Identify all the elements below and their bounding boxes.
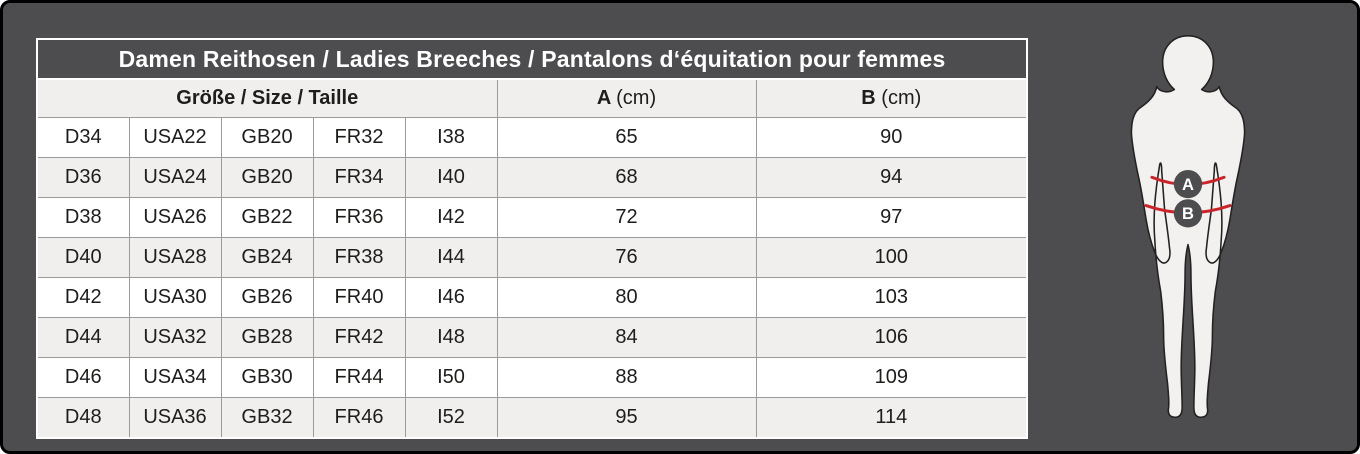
column-a-label: A xyxy=(596,87,611,109)
cell-i: I38 xyxy=(404,117,498,158)
cell-a: 95 xyxy=(496,397,757,439)
cell-fr: FR46 xyxy=(312,397,406,439)
measurement-figure: A B xyxy=(1088,28,1288,428)
cell-fr: FR38 xyxy=(312,237,406,278)
cell-a: 88 xyxy=(496,357,757,398)
column-a-unit: (cm) xyxy=(616,87,657,109)
cell-i: I46 xyxy=(404,277,498,318)
table-row: D40 USA28 GB24 FR38 I44 76 100 xyxy=(36,237,1028,278)
cell-b: 90 xyxy=(755,117,1028,158)
cell-gb: GB32 xyxy=(220,397,314,439)
marker-b-badge xyxy=(1173,199,1203,228)
cell-b: 106 xyxy=(755,317,1028,358)
cell-d: D34 xyxy=(36,117,130,158)
chart-title: Damen Reithosen / Ladies Breeches / Pant… xyxy=(35,38,1029,80)
cell-b: 97 xyxy=(755,197,1028,238)
cell-fr: FR36 xyxy=(312,197,406,238)
marker-a-badge xyxy=(1173,169,1203,199)
marker-b-label: B xyxy=(1182,204,1194,223)
cell-d: D38 xyxy=(36,197,130,238)
cell-gb: GB20 xyxy=(220,157,314,198)
size-chart-table: Damen Reithosen / Ladies Breeches / Pant… xyxy=(35,38,1029,439)
table-row: D38 USA26 GB22 FR36 I42 72 97 xyxy=(36,197,1028,238)
cell-b: 109 xyxy=(755,357,1028,398)
size-header: Größe / Size / Taille xyxy=(36,78,498,118)
cell-usa: USA26 xyxy=(128,197,222,238)
cell-a: 76 xyxy=(496,237,757,278)
cell-gb: GB28 xyxy=(220,317,314,358)
table-row: D42 USA30 GB26 FR40 I46 80 103 xyxy=(36,277,1028,318)
marker-a-label: A xyxy=(1182,175,1194,194)
cell-b: 114 xyxy=(755,397,1028,439)
column-header-b: B (cm) xyxy=(755,78,1028,118)
column-b-unit: (cm) xyxy=(881,87,922,109)
cell-d: D42 xyxy=(36,277,130,318)
cell-usa: USA30 xyxy=(128,277,222,318)
cell-a: 68 xyxy=(496,157,757,198)
cell-gb: GB30 xyxy=(220,357,314,398)
cell-fr: FR34 xyxy=(312,157,406,198)
cell-fr: FR42 xyxy=(312,317,406,358)
cell-gb: GB24 xyxy=(220,237,314,278)
table-row: D46 USA34 GB30 FR44 I50 88 109 xyxy=(36,357,1028,398)
cell-d: D48 xyxy=(36,397,130,439)
column-b-label: B xyxy=(861,87,876,109)
cell-gb: GB20 xyxy=(220,117,314,158)
cell-gb: GB26 xyxy=(220,277,314,318)
cell-b: 94 xyxy=(755,157,1028,198)
table-row: D44 USA32 GB28 FR42 I48 84 106 xyxy=(36,317,1028,358)
cell-usa: USA32 xyxy=(128,317,222,358)
cell-i: I50 xyxy=(404,357,498,398)
cell-i: I48 xyxy=(404,317,498,358)
cell-usa: USA24 xyxy=(128,157,222,198)
cell-fr: FR32 xyxy=(312,117,406,158)
cell-usa: USA36 xyxy=(128,397,222,439)
cell-a: 65 xyxy=(496,117,757,158)
cell-i: I40 xyxy=(404,157,498,198)
cell-usa: USA22 xyxy=(128,117,222,158)
cell-a: 84 xyxy=(496,317,757,358)
cell-d: D40 xyxy=(36,237,130,278)
table-row: D34 USA22 GB20 FR32 I38 65 90 xyxy=(36,117,1028,158)
table-row: D48 USA36 GB32 FR46 I52 95 114 xyxy=(36,397,1028,439)
cell-fr: FR44 xyxy=(312,357,406,398)
cell-gb: GB22 xyxy=(220,197,314,238)
column-header-a: A (cm) xyxy=(496,78,757,118)
table-header-row: Größe / Size / Taille A (cm) B (cm) xyxy=(36,78,1028,118)
cell-d: D44 xyxy=(36,317,130,358)
cell-d: D46 xyxy=(36,357,130,398)
cell-b: 103 xyxy=(755,277,1028,318)
cell-i: I52 xyxy=(404,397,498,439)
cell-i: I44 xyxy=(404,237,498,278)
cell-usa: USA28 xyxy=(128,237,222,278)
cell-d: D36 xyxy=(36,157,130,198)
table-title-row: Damen Reithosen / Ladies Breeches / Pant… xyxy=(35,38,1029,80)
cell-i: I42 xyxy=(404,197,498,238)
cell-usa: USA34 xyxy=(128,357,222,398)
cell-a: 72 xyxy=(496,197,757,238)
cell-b: 100 xyxy=(755,237,1028,278)
table-row: D36 USA24 GB20 FR34 I40 68 94 xyxy=(36,157,1028,198)
cell-a: 80 xyxy=(496,277,757,318)
cell-fr: FR40 xyxy=(312,277,406,318)
